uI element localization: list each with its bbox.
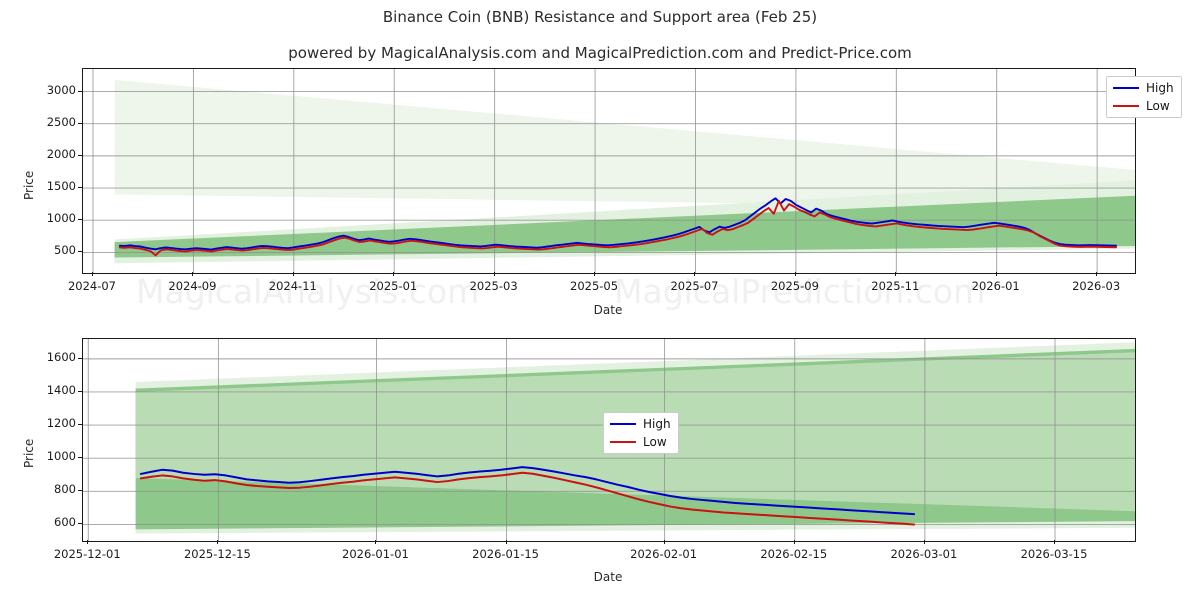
y-tick-mark xyxy=(78,219,82,221)
y-tick-mark xyxy=(78,90,82,92)
y-tick-label: 2500 xyxy=(46,114,76,129)
x-tick-label: 2025-11 xyxy=(871,279,920,293)
history-plot-area xyxy=(82,68,1136,274)
forecast-y-axis-label: Price xyxy=(22,438,36,468)
x-tick-mark xyxy=(694,272,696,276)
x-tick-label: 2026-01-15 xyxy=(472,547,539,561)
legend-high-label-forecast: High xyxy=(643,417,671,431)
legend-high-label: High xyxy=(1146,81,1174,95)
x-tick-mark xyxy=(192,272,194,276)
y-tick-mark xyxy=(78,251,82,253)
y-tick-mark xyxy=(78,523,82,525)
y-tick-label: 1000 xyxy=(46,211,76,226)
x-tick-label: 2024-07 xyxy=(67,279,117,293)
x-tick-mark xyxy=(794,272,796,276)
history-y-axis-label: Price xyxy=(22,170,36,200)
legend-low-label-forecast: Low xyxy=(643,435,667,449)
x-tick-mark xyxy=(393,272,395,276)
y-tick-label: 2000 xyxy=(46,146,76,161)
legend-row-low: Low xyxy=(1113,99,1174,113)
y-tick-label: 1400 xyxy=(46,382,76,397)
x-tick-label: 2025-12-01 xyxy=(53,547,121,561)
y-tick-label: 3000 xyxy=(46,82,76,97)
x-tick-mark xyxy=(375,540,377,544)
legend-row-high-forecast: High xyxy=(610,417,671,431)
x-tick-label: 2025-12-15 xyxy=(183,547,251,561)
x-tick-mark xyxy=(91,272,93,276)
legend-high-swatch xyxy=(1113,87,1139,89)
history-legend[interactable]: High Low xyxy=(1106,76,1182,118)
x-tick-mark xyxy=(663,540,665,544)
y-tick-label: 600 xyxy=(54,515,76,530)
y-tick-label: 800 xyxy=(54,482,76,497)
x-tick-mark xyxy=(793,540,795,544)
page-title: Binance Coin (BNB) Resistance and Suppor… xyxy=(382,8,818,26)
x-tick-label: 2026-02-01 xyxy=(630,547,698,561)
x-tick-mark xyxy=(1096,272,1098,276)
x-tick-mark xyxy=(594,272,596,276)
y-tick-mark xyxy=(78,457,82,459)
x-tick-label: 2024-11 xyxy=(268,279,317,293)
x-tick-label: 2025-05 xyxy=(570,279,619,293)
legend-row-high: High xyxy=(1113,81,1174,95)
x-tick-mark xyxy=(87,540,89,544)
y-tick-mark xyxy=(78,424,82,426)
x-tick-label: 2026-01 xyxy=(971,279,1020,293)
y-tick-mark xyxy=(78,154,82,156)
x-tick-mark xyxy=(292,272,294,276)
y-tick-label: 1600 xyxy=(46,349,76,364)
y-tick-label: 1500 xyxy=(46,179,76,194)
history-x-axis-label: Date xyxy=(593,303,623,317)
x-tick-label: 2026-03 xyxy=(1072,279,1121,293)
x-tick-mark xyxy=(493,272,495,276)
x-tick-label: 2025-09 xyxy=(770,279,819,293)
x-tick-mark xyxy=(1054,540,1056,544)
legend-low-label: Low xyxy=(1146,99,1170,113)
y-tick-label: 500 xyxy=(54,243,76,258)
history-plot-svg xyxy=(83,69,1135,273)
x-tick-label: 2025-01 xyxy=(369,279,418,293)
x-tick-label: 2026-01-01 xyxy=(342,547,409,561)
forecast-legend[interactable]: High Low xyxy=(603,412,679,454)
y-tick-mark xyxy=(78,490,82,492)
forecast-x-axis-label: Date xyxy=(593,570,623,584)
legend-low-swatch-forecast xyxy=(610,441,636,443)
x-tick-label: 2026-03-01 xyxy=(890,547,958,561)
x-tick-label: 2026-03-15 xyxy=(1020,547,1088,561)
y-tick-label: 1000 xyxy=(46,449,76,464)
y-tick-mark xyxy=(78,357,82,359)
x-tick-mark xyxy=(505,540,507,544)
x-tick-label: 2025-03 xyxy=(469,279,518,293)
y-tick-mark xyxy=(78,187,82,189)
legend-low-swatch xyxy=(1113,105,1139,107)
x-tick-label: 2024-09 xyxy=(168,279,217,293)
x-tick-mark xyxy=(995,272,997,276)
legend-high-swatch-forecast xyxy=(610,423,636,425)
x-tick-mark xyxy=(895,272,897,276)
y-tick-mark xyxy=(78,390,82,392)
y-tick-mark xyxy=(78,122,82,124)
y-tick-label: 1200 xyxy=(46,416,76,431)
x-tick-mark xyxy=(923,540,925,544)
x-tick-label: 2026-02-15 xyxy=(760,547,828,561)
x-tick-label: 2025-07 xyxy=(670,279,719,293)
x-tick-mark xyxy=(217,540,219,544)
legend-row-low-forecast: Low xyxy=(610,435,671,449)
page-subtitle: powered by MagicalAnalysis.com and Magic… xyxy=(288,44,912,62)
